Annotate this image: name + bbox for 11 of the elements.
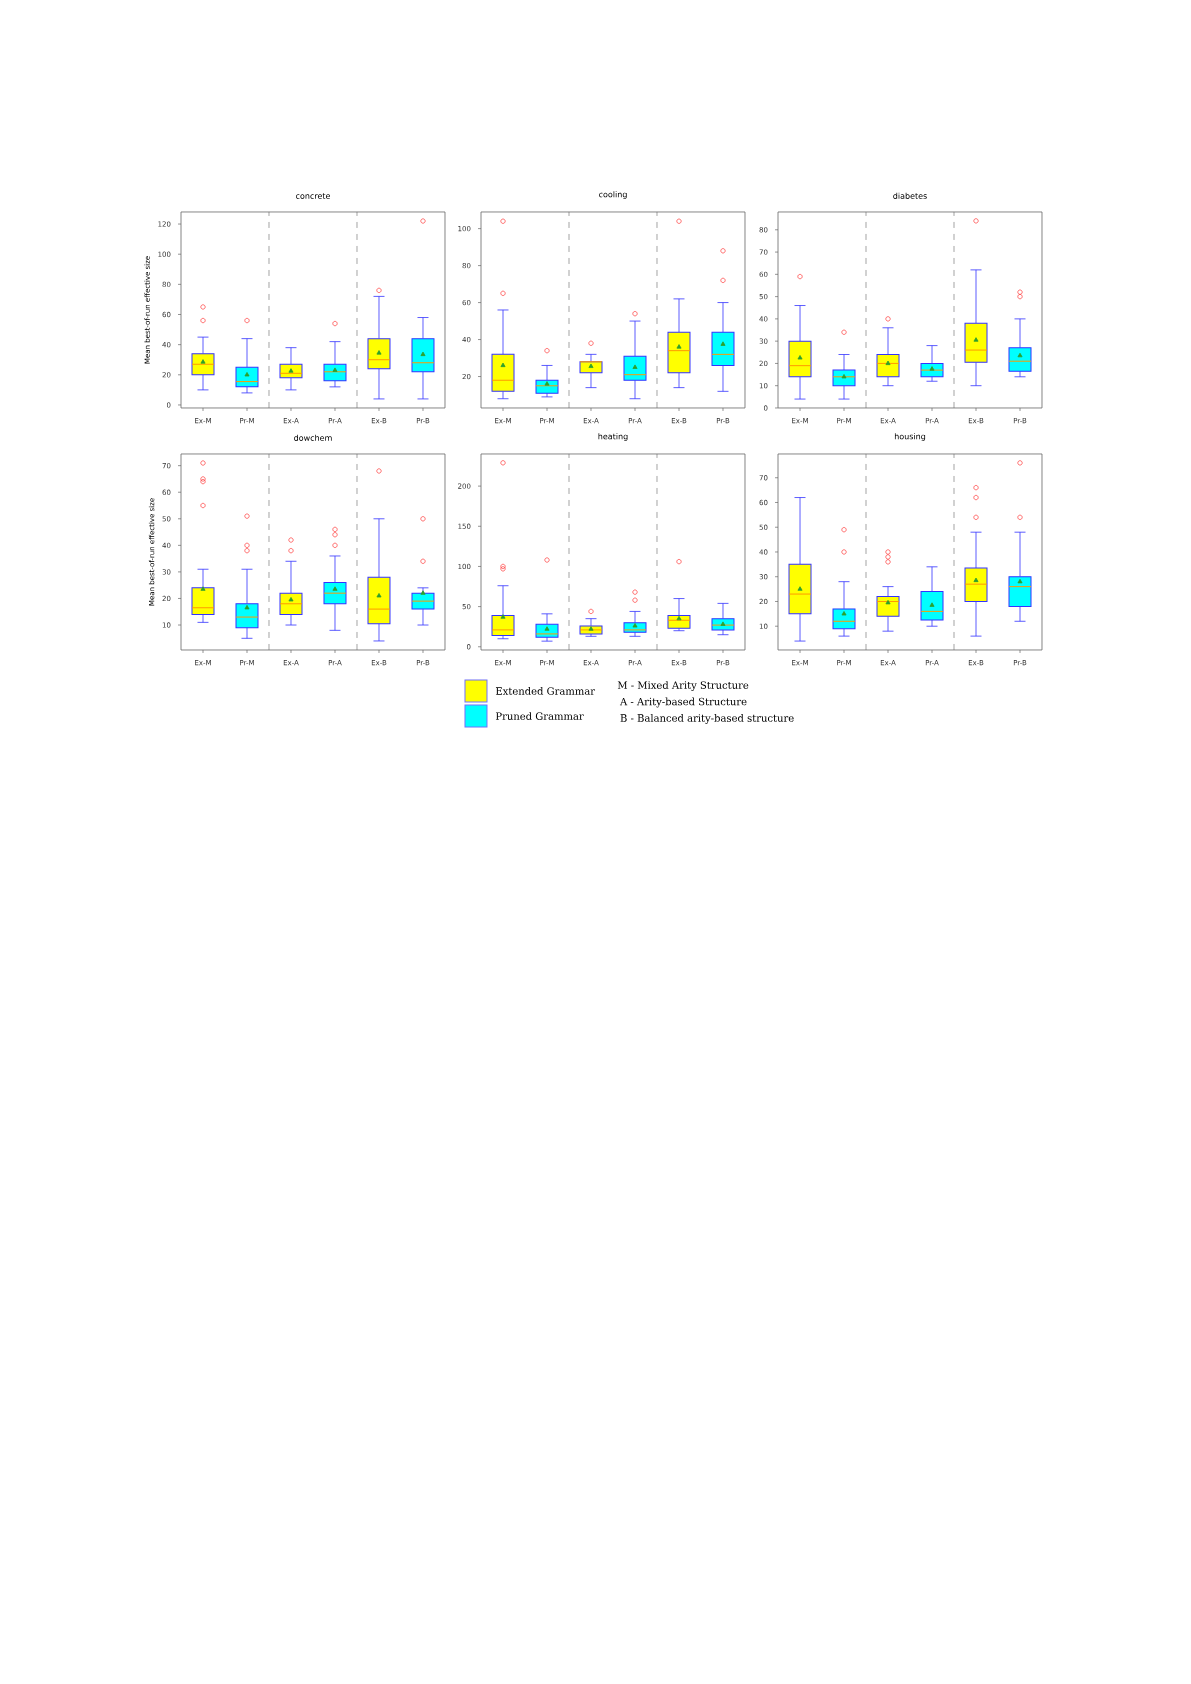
chart-title: concrete <box>296 193 330 199</box>
chart-title: diabetes <box>893 192 927 199</box>
chart-title: housing <box>894 433 926 441</box>
text: B - Balanced arity-based structure <box>620 714 794 724</box>
chart-title: heating <box>598 433 628 441</box>
chart-title: dowchem <box>294 434 332 441</box>
legend-label: Pruned Grammar <box>495 712 584 720</box>
chart-title: cooling <box>599 191 627 199</box>
text: M - Mixed Arity Structure <box>617 681 749 691</box>
text: A - Arity-based Structure <box>619 697 747 708</box>
legend-label: Extended Grammar <box>495 687 596 695</box>
